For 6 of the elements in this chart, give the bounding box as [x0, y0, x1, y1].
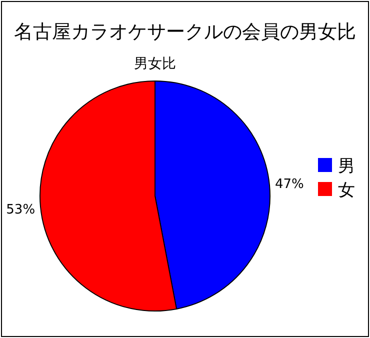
legend-label: 男 [338, 156, 355, 176]
chart-subtitle: 男女比 [134, 56, 176, 72]
legend-label: 女 [338, 180, 355, 200]
data-label: 53% [6, 202, 36, 218]
chart-title: 名古屋カラオケサークルの会員の男女比 [14, 21, 356, 43]
data-label: 47% [274, 176, 304, 192]
